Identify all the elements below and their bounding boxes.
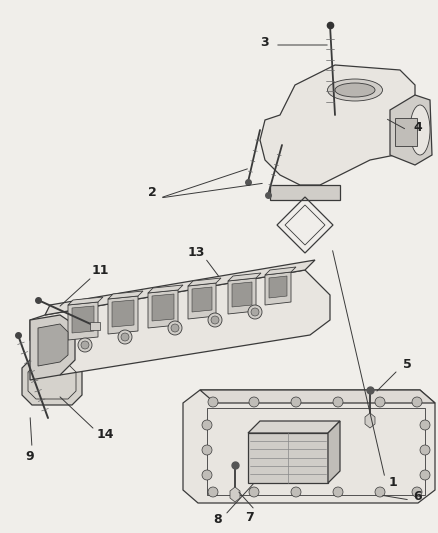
Polygon shape <box>231 282 251 307</box>
Circle shape <box>290 487 300 497</box>
Circle shape <box>81 341 89 349</box>
Polygon shape <box>389 95 431 165</box>
Ellipse shape <box>409 105 429 155</box>
Text: 7: 7 <box>245 512 254 524</box>
Polygon shape <box>227 278 255 314</box>
Polygon shape <box>187 283 215 319</box>
Polygon shape <box>68 302 98 340</box>
Circle shape <box>248 397 258 407</box>
Polygon shape <box>191 287 212 312</box>
Circle shape <box>171 324 179 332</box>
Text: 1: 1 <box>388 477 396 489</box>
Circle shape <box>248 487 258 497</box>
Polygon shape <box>265 272 290 305</box>
Text: 8: 8 <box>213 513 222 527</box>
Polygon shape <box>22 358 82 405</box>
Polygon shape <box>327 421 339 483</box>
Polygon shape <box>72 306 94 333</box>
Polygon shape <box>38 324 68 366</box>
Polygon shape <box>152 294 173 321</box>
Polygon shape <box>269 185 339 200</box>
Polygon shape <box>230 487 240 502</box>
Polygon shape <box>30 270 329 375</box>
Circle shape <box>201 470 212 480</box>
Polygon shape <box>265 267 295 275</box>
Polygon shape <box>68 297 103 305</box>
Text: 13: 13 <box>187 246 204 260</box>
Circle shape <box>419 470 429 480</box>
Text: 11: 11 <box>91 264 109 278</box>
Ellipse shape <box>327 79 381 101</box>
Circle shape <box>208 313 222 327</box>
Polygon shape <box>259 65 414 185</box>
Text: 4: 4 <box>413 120 421 133</box>
Text: 5: 5 <box>402 359 410 372</box>
Text: 14: 14 <box>96 429 113 441</box>
Circle shape <box>419 420 429 430</box>
Polygon shape <box>200 390 434 403</box>
Circle shape <box>374 397 384 407</box>
Polygon shape <box>183 390 434 503</box>
Text: 3: 3 <box>260 36 268 49</box>
Circle shape <box>208 397 218 407</box>
Circle shape <box>332 487 342 497</box>
Text: 2: 2 <box>147 185 156 198</box>
Polygon shape <box>148 290 177 328</box>
Circle shape <box>78 338 92 352</box>
Polygon shape <box>268 276 286 298</box>
Polygon shape <box>108 291 143 299</box>
Polygon shape <box>45 260 314 315</box>
Text: 6: 6 <box>413 490 421 504</box>
Polygon shape <box>227 273 261 281</box>
Circle shape <box>208 487 218 497</box>
Polygon shape <box>148 285 183 293</box>
Circle shape <box>118 330 132 344</box>
Ellipse shape <box>334 83 374 97</box>
Circle shape <box>211 316 219 324</box>
Polygon shape <box>187 278 220 286</box>
Circle shape <box>332 397 342 407</box>
Text: 9: 9 <box>26 450 34 464</box>
Circle shape <box>411 397 421 407</box>
Circle shape <box>121 333 129 341</box>
Circle shape <box>201 420 212 430</box>
Polygon shape <box>364 413 374 428</box>
Circle shape <box>290 397 300 407</box>
Polygon shape <box>30 315 75 380</box>
Polygon shape <box>112 300 134 327</box>
Bar <box>394 118 416 146</box>
Circle shape <box>168 321 182 335</box>
Polygon shape <box>247 421 339 433</box>
Circle shape <box>251 308 258 316</box>
Circle shape <box>247 305 261 319</box>
Circle shape <box>419 445 429 455</box>
Circle shape <box>411 487 421 497</box>
Bar <box>90 322 100 330</box>
Polygon shape <box>108 296 138 334</box>
Polygon shape <box>247 433 327 483</box>
Circle shape <box>374 487 384 497</box>
Circle shape <box>201 445 212 455</box>
